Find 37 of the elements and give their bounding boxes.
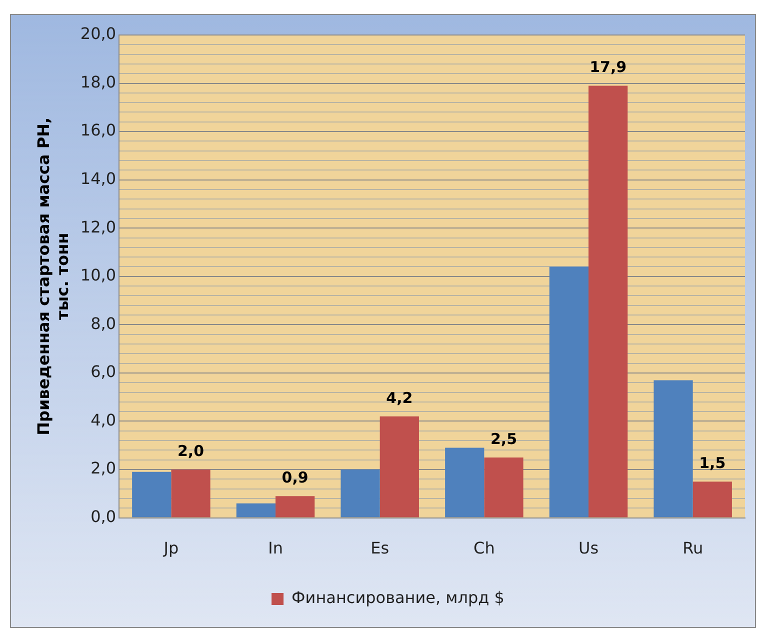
- y-tick-label: 0,0: [90, 506, 116, 526]
- x-tick-label: Us: [578, 538, 599, 558]
- bar: [484, 457, 524, 518]
- data-label: 2,5: [490, 430, 518, 448]
- data-label: 1,5: [699, 454, 726, 472]
- bar: [654, 380, 693, 518]
- bar: [549, 266, 589, 518]
- y-axis-title: Приведенная стартовая масса РН, тыс. тонн: [34, 117, 72, 436]
- y-tick-label: 10,0: [80, 266, 116, 285]
- bar: [276, 496, 315, 518]
- y-tick-label: 12,0: [80, 217, 116, 236]
- y-tick-label: 4,0: [90, 410, 116, 430]
- data-label: 0,9: [282, 468, 308, 486]
- y-tick-label: 14,0: [80, 168, 116, 188]
- bar: [588, 86, 628, 518]
- data-label: 17,9: [590, 58, 627, 76]
- x-tick-label: Es: [370, 538, 390, 558]
- y-tick-label: 2,0: [90, 458, 116, 478]
- x-tick-label: Ru: [682, 538, 704, 558]
- x-tick-label: Jp: [162, 538, 179, 558]
- x-tick-label: Ch: [474, 538, 495, 558]
- x-tick-label: In: [268, 538, 283, 558]
- bar: [692, 482, 732, 518]
- y-tick-label: 20,0: [80, 24, 116, 44]
- bar: [340, 470, 380, 518]
- bar: [445, 448, 484, 518]
- y-tick-label: 6,0: [90, 362, 116, 382]
- legend-label: Финансирование, млрд $: [292, 588, 504, 608]
- y-tick-label: 16,0: [80, 120, 116, 140]
- y-tick-label: 18,0: [80, 72, 116, 92]
- bar: [171, 470, 210, 518]
- bar: [132, 472, 172, 518]
- bar: [380, 416, 419, 518]
- data-label: 2,0: [177, 442, 204, 460]
- y-tick-label: 8,0: [90, 314, 116, 333]
- bar: [236, 503, 276, 518]
- data-label: 4,2: [386, 388, 413, 407]
